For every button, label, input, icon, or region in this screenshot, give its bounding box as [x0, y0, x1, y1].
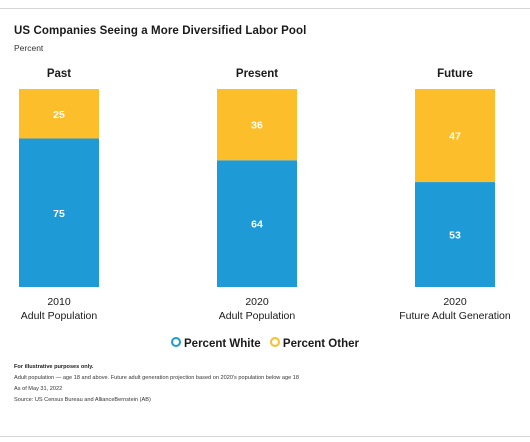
data-label: 53 — [449, 230, 461, 242]
note-definition: Adult population — age 18 and above. Fut… — [14, 375, 300, 381]
bar-segment-white — [217, 160, 297, 287]
bar-segment-other — [217, 89, 297, 161]
category-label: Future Adult Generation — [399, 310, 511, 322]
category-label: 2020 — [443, 296, 467, 308]
note-source: Source: US Census Bureau and AllianceBer… — [14, 397, 151, 403]
note-illustrative: For illustrative purposes only. — [14, 364, 94, 370]
top-divider — [0, 8, 530, 9]
stacked-bar-chart: Past 75 25 2010 Adult Population Present 64 36 2… — [19, 68, 511, 322]
bar-segment-white — [415, 182, 495, 287]
panel-title: Present — [236, 68, 278, 80]
chart-legend: Percent White Percent Other — [0, 337, 530, 350]
category-label: Adult Population — [219, 310, 296, 322]
legend-item-other: Percent Other — [269, 337, 359, 350]
data-label: 47 — [449, 131, 461, 143]
chart-title: US Companies Seeing a More Diversified L… — [14, 25, 307, 37]
note-as-of: As of May 31, 2022 — [14, 386, 63, 392]
data-label: 36 — [251, 120, 263, 132]
bar-segment-white — [19, 138, 99, 287]
bottom-divider — [0, 436, 530, 437]
category-label: Adult Population — [21, 310, 98, 322]
chart-subtitle: Percent — [14, 43, 44, 53]
legend-other-marker — [269, 337, 280, 347]
data-label: 64 — [251, 219, 263, 231]
category-label: 2010 — [47, 296, 71, 308]
legend-other-label: Percent Other — [282, 338, 359, 350]
chart-notes: For illustrative purposes only. Adult po… — [14, 362, 299, 406]
panel-title: Future — [437, 68, 473, 80]
legend-white-label: Percent White — [184, 338, 261, 350]
panel-title: Past — [47, 68, 71, 80]
data-label: 75 — [53, 208, 65, 220]
category-label: 2020 — [245, 296, 269, 308]
legend-item-white: Percent White — [171, 337, 261, 350]
data-label: 25 — [53, 109, 65, 121]
bar-segment-other — [19, 89, 99, 139]
bar-segment-other — [415, 89, 495, 183]
legend-white-marker — [171, 337, 182, 347]
